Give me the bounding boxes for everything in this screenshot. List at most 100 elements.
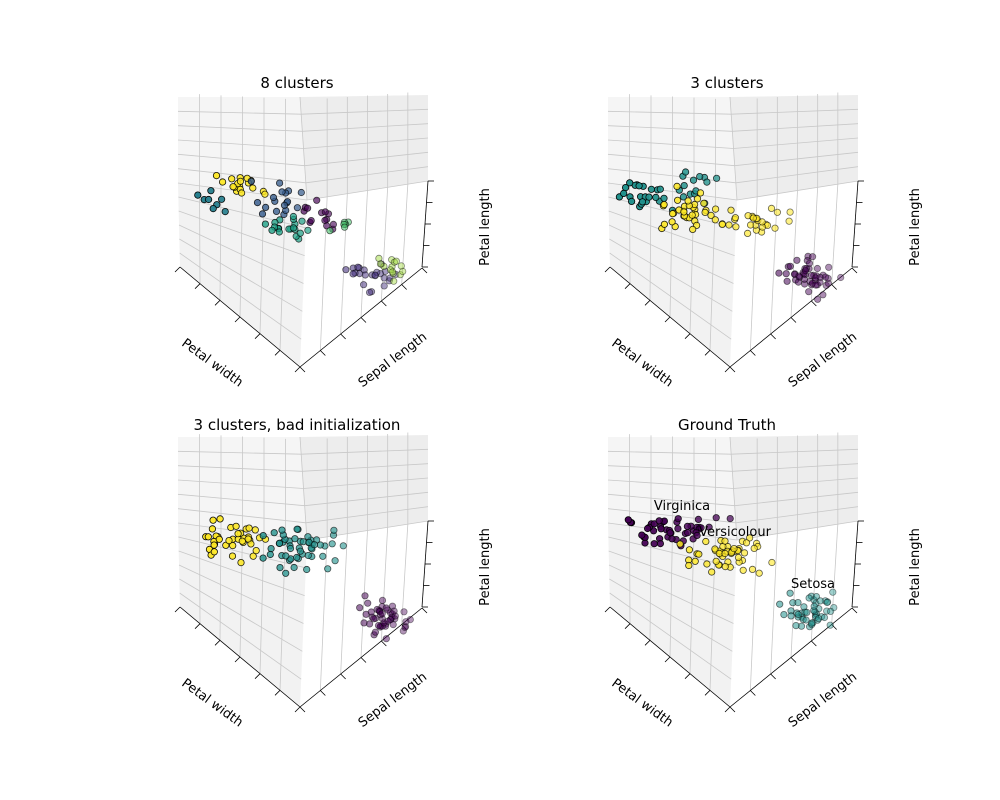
data-point: [397, 262, 405, 270]
data-point: [349, 270, 357, 278]
data-point: [635, 182, 643, 190]
data-point: [386, 609, 394, 617]
data-point: [389, 269, 397, 278]
x-tick: [214, 300, 221, 306]
data-point: [805, 259, 814, 267]
data-point: [291, 535, 299, 543]
data-point: [823, 598, 832, 606]
data-point: [794, 278, 802, 286]
x-tick: [644, 300, 651, 306]
data-point: [367, 608, 375, 616]
data-point: [392, 257, 400, 265]
data-point: [371, 271, 379, 279]
data-point: [807, 271, 815, 280]
data-point: [703, 178, 711, 186]
data-point: [657, 525, 665, 533]
data-point: [673, 182, 681, 190]
data-point: [296, 547, 304, 555]
data-point: [812, 613, 820, 621]
data-point: [377, 260, 385, 268]
y-tick: [750, 350, 756, 356]
y-tick: [851, 267, 858, 274]
data-point: [396, 271, 404, 279]
data-point: [221, 208, 229, 216]
data-point: [210, 548, 218, 556]
x-tick: [254, 673, 261, 679]
data-point: [310, 541, 318, 549]
data-point: [803, 256, 811, 265]
data-point: [676, 540, 684, 548]
data-point: [374, 621, 383, 630]
data-point: [802, 616, 810, 624]
y-tick: [851, 607, 858, 614]
data-point: [815, 605, 823, 613]
data-point: [378, 614, 386, 623]
pane-floor: [608, 183, 737, 367]
subplot-title: Ground Truth: [678, 416, 776, 434]
data-point: [303, 565, 311, 574]
data-point: [773, 208, 781, 216]
data-point: [624, 516, 632, 524]
data-point: [247, 177, 255, 185]
data-point: [823, 607, 831, 615]
x-tick: [294, 706, 301, 713]
x-tick: [724, 706, 731, 713]
data-point: [378, 596, 387, 604]
data-point: [812, 281, 820, 289]
x-tick: [294, 366, 301, 373]
data-point: [361, 271, 369, 279]
data-point: [259, 532, 267, 540]
data-point: [700, 199, 708, 207]
data-point: [386, 616, 394, 624]
y-tick: [320, 350, 326, 356]
x-tick: [664, 656, 671, 663]
data-point: [390, 277, 398, 285]
data-point: [808, 619, 816, 627]
pane-right: [730, 95, 858, 200]
data-point: [826, 607, 835, 615]
x-tick: [684, 333, 691, 339]
data-point: [402, 618, 410, 626]
data-point: [705, 523, 713, 531]
data-point: [775, 269, 783, 277]
y-tick: [770, 333, 776, 340]
data-point: [812, 274, 820, 282]
data-point: [660, 201, 668, 209]
data-point: [212, 172, 221, 180]
data-point: [391, 615, 399, 623]
y-tick: [360, 657, 367, 663]
data-point: [782, 270, 790, 278]
y-tick: [729, 706, 736, 713]
data-point: [331, 557, 339, 565]
data-point: [821, 597, 829, 605]
data-point: [381, 267, 389, 275]
data-point: [380, 619, 388, 627]
data-point: [380, 282, 388, 290]
y-tick: [811, 640, 817, 647]
data-point: [286, 544, 295, 553]
data-point: [707, 211, 715, 219]
pane-right: [300, 435, 428, 540]
data-point: [293, 553, 301, 562]
data-point: [703, 560, 711, 568]
y-tick: [750, 690, 756, 696]
data-point: [269, 193, 278, 202]
data-point: [401, 623, 409, 632]
data-point: [822, 281, 830, 289]
y-tick: [320, 690, 326, 696]
data-point: [685, 561, 693, 570]
data-point: [371, 628, 379, 636]
data-point: [787, 612, 795, 620]
data-point: [731, 214, 739, 222]
data-point: [810, 606, 818, 615]
data-point: [708, 568, 716, 576]
data-point: [219, 178, 227, 186]
data-point: [638, 198, 647, 206]
data-point: [684, 529, 692, 537]
x-tick: [644, 640, 651, 646]
data-point: [209, 205, 217, 213]
data-point: [688, 211, 696, 219]
data-point: [794, 598, 802, 607]
data-point: [386, 266, 395, 274]
data-point: [695, 550, 703, 558]
